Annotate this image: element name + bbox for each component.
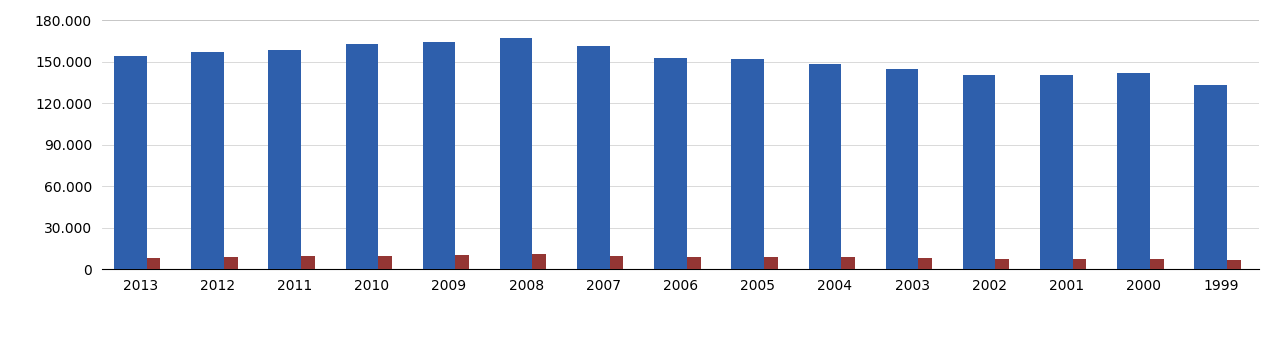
Bar: [809, 64, 841, 269]
Legend: Microempresas, Pymes, Gran empresa: Microempresas, Pymes, Gran empresa: [483, 349, 878, 354]
Bar: [191, 52, 224, 269]
Bar: [687, 257, 701, 269]
Bar: [114, 56, 146, 269]
Bar: [422, 42, 455, 269]
Bar: [146, 258, 160, 269]
Bar: [301, 256, 314, 269]
Bar: [1227, 260, 1240, 269]
Bar: [609, 256, 623, 269]
Bar: [654, 58, 687, 269]
Bar: [1040, 75, 1072, 269]
Bar: [224, 257, 238, 269]
Bar: [533, 254, 546, 269]
Bar: [841, 257, 855, 269]
Bar: [1194, 85, 1227, 269]
Bar: [885, 69, 918, 269]
Bar: [346, 44, 378, 269]
Bar: [918, 258, 932, 269]
Bar: [731, 59, 764, 269]
Bar: [268, 50, 301, 269]
Bar: [996, 259, 1009, 269]
Bar: [577, 46, 609, 269]
Bar: [1072, 259, 1086, 269]
Bar: [455, 255, 469, 269]
Bar: [1117, 74, 1150, 269]
Bar: [1150, 259, 1164, 269]
Bar: [764, 257, 777, 269]
Bar: [500, 38, 533, 269]
Bar: [378, 256, 392, 269]
Bar: [963, 75, 996, 269]
